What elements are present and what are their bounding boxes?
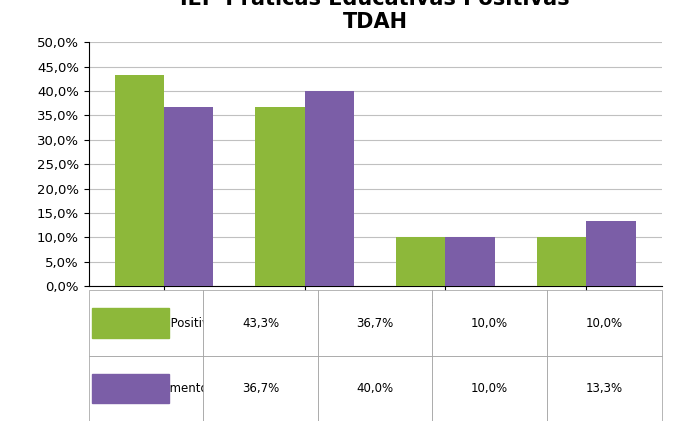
Title: IEP-Práticas Educativas Positivas
TDAH: IEP-Práticas Educativas Positivas TDAH — [180, 0, 570, 32]
Bar — [115, 75, 164, 286]
Bar — [92, 309, 169, 338]
Bar — [396, 237, 445, 286]
Bar — [445, 237, 494, 286]
Bar — [537, 237, 587, 286]
Bar — [305, 91, 354, 286]
Bar — [256, 107, 305, 286]
Bar — [92, 374, 169, 403]
Bar — [587, 221, 636, 286]
Bar — [164, 107, 213, 286]
